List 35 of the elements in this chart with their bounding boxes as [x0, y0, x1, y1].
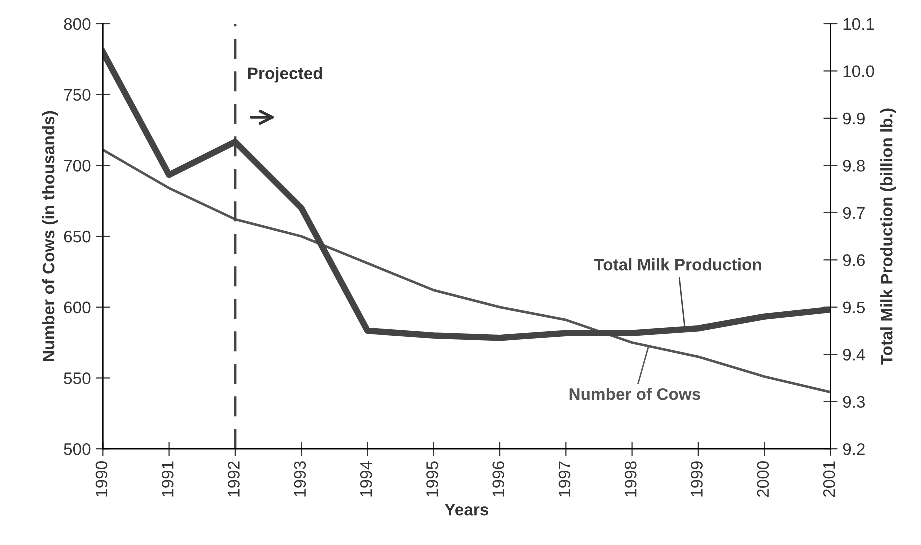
y2-tick-label: 9.4 [843, 349, 866, 361]
x-tick-label: 1990 [96, 462, 108, 497]
x-tick-label: 1996 [492, 462, 504, 497]
x-tick-label: 1994 [360, 461, 372, 497]
y2-axis-title: Total Milk Production (billion lb.) [880, 108, 896, 365]
y-tick-label: 700 [64, 160, 91, 172]
x-tick-label: 1997 [558, 462, 571, 497]
y-tick-label: 750 [64, 89, 91, 102]
y2-tick-label: 9.8 [843, 160, 865, 172]
y2-tick-label: 9.3 [843, 396, 865, 408]
y-tick-label: 550 [64, 372, 91, 384]
y2-tick-label: 9.9 [843, 112, 865, 125]
y2-tick-label: 9.2 [843, 443, 865, 456]
x-axis-title: Years [444, 504, 489, 516]
x-tick-label: 1999 [691, 462, 703, 497]
x-tick-label: 1993 [294, 462, 306, 497]
x-tick-label: 1995 [426, 462, 438, 497]
x-tick-label: 2000 [757, 462, 770, 498]
y2-tick-label: 9.6 [843, 254, 865, 266]
y2-tick-label: 9.5 [843, 302, 866, 314]
y2-tick-label: 10.0 [844, 66, 874, 78]
ref-line-label: Projected [248, 67, 322, 83]
y2-tick-label: 9.7 [843, 207, 865, 220]
x-tick-label: 1998 [624, 462, 637, 497]
y-tick-label: 650 [64, 230, 91, 243]
x-tick-label: 2001 [823, 462, 836, 498]
y-tick-label: 600 [64, 302, 91, 314]
y-tick-label: 500 [64, 443, 91, 456]
legend-label: Number of Cows [570, 388, 700, 400]
y-axis-title: Number of Cows (in thousands) [42, 111, 58, 362]
x-tick-label: 1992 [228, 462, 240, 497]
y-tick-label: 800 [64, 18, 91, 30]
x-tick-label: 1991 [162, 462, 174, 497]
text: Total Milk Production [594, 258, 762, 271]
y2-tick-label: 10.1 [844, 18, 874, 30]
